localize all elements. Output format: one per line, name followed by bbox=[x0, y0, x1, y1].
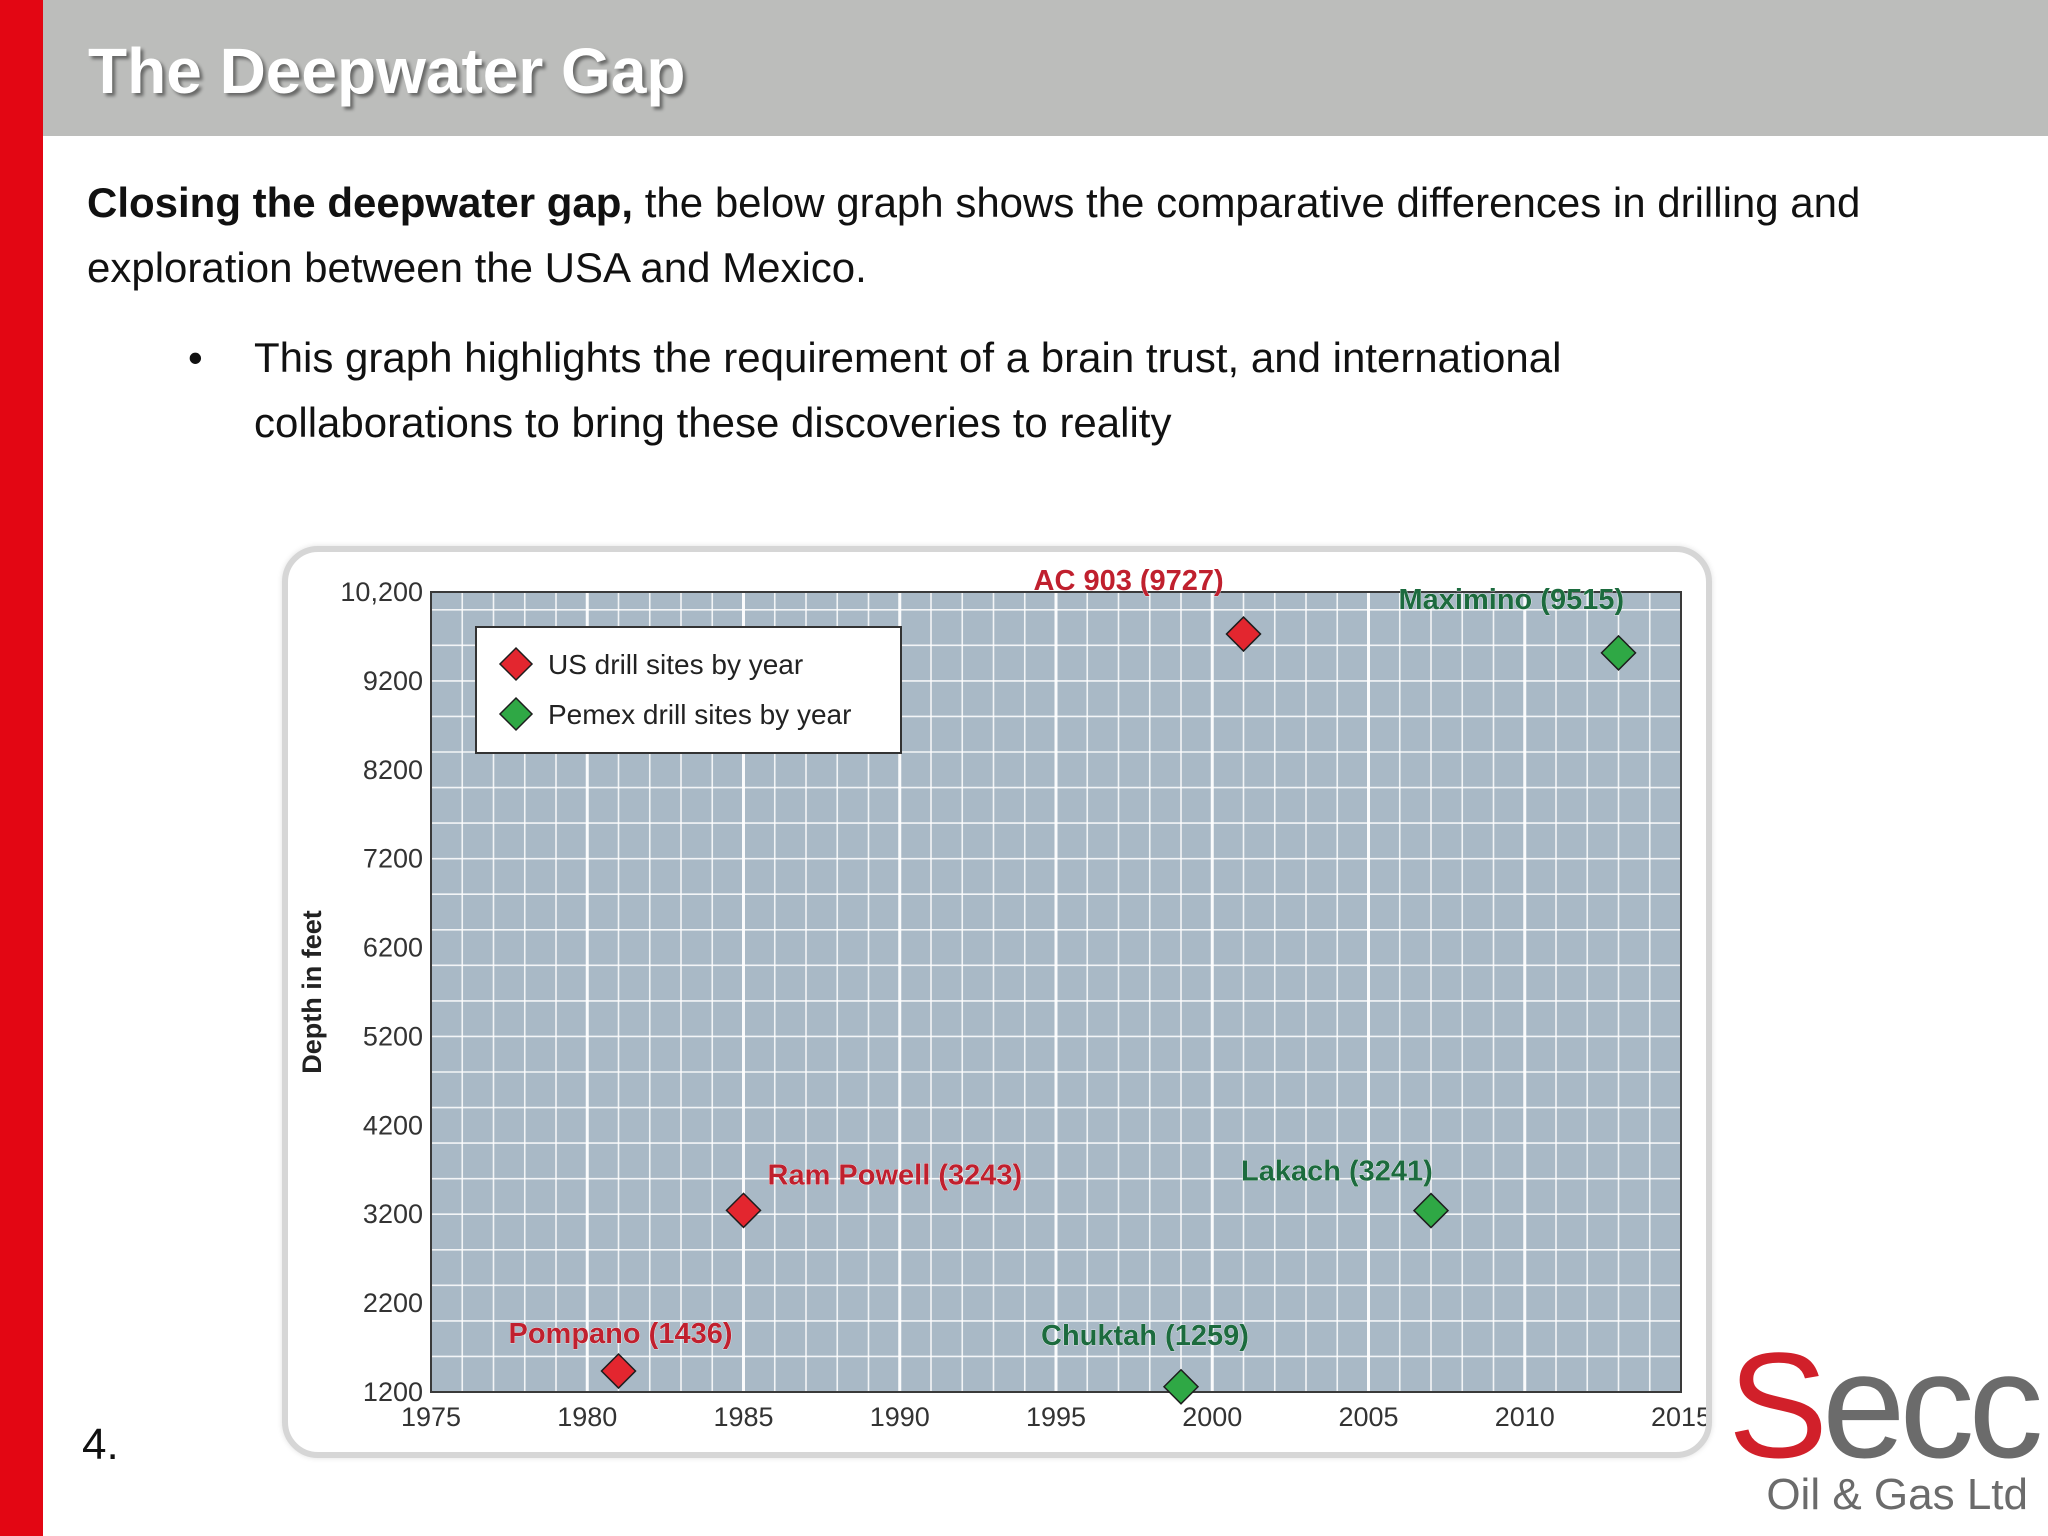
title-bar: The Deepwater Gap bbox=[43, 0, 2048, 136]
data-point-marker bbox=[725, 1192, 762, 1229]
bullet-text: This graph highlights the requirement of… bbox=[254, 334, 1562, 446]
data-point-label: Pompano (1436) bbox=[509, 1318, 733, 1350]
depth-chart: 1975 1980 1985 1990 1995 2000 2005 2010 2015 10,2… bbox=[297, 565, 1706, 1432]
data-point-marker bbox=[1162, 1368, 1200, 1405]
intro-text: the below graph shows the comparative di… bbox=[87, 179, 1861, 291]
x-tick-label: 2005 bbox=[1338, 1402, 1398, 1432]
chart-frame: 1975 1980 1985 1990 1995 2000 2005 2010 2015 10,2… bbox=[282, 546, 1712, 1458]
data-point-label: Lakach (3241) bbox=[1241, 1156, 1433, 1188]
y-tick-label: 4200 bbox=[363, 1110, 423, 1140]
y-tick-label: 6200 bbox=[363, 933, 423, 963]
y-tick-label: 7200 bbox=[363, 844, 423, 874]
legend-marker bbox=[498, 696, 534, 732]
logo-letter-s: S bbox=[1728, 1321, 1828, 1489]
secc-logo: Secc Oil & Gas Ltd bbox=[1728, 1330, 2044, 1530]
page-number: 4. bbox=[82, 1420, 119, 1469]
logo-subtitle: Oil & Gas Ltd bbox=[1766, 1470, 2028, 1519]
data-point-marker bbox=[1600, 634, 1637, 671]
legend-box bbox=[475, 626, 902, 754]
x-tick-label: 1975 bbox=[401, 1402, 461, 1432]
data-point-label: Ram Powell (3243) bbox=[768, 1159, 1023, 1191]
intro-bold: Closing the deepwater gap, bbox=[87, 179, 634, 226]
y-tick-label: 9200 bbox=[363, 666, 423, 696]
logo-wordmark: Secc bbox=[1728, 1330, 2044, 1480]
x-tick-label: 1985 bbox=[713, 1402, 773, 1432]
x-tick-label: 1980 bbox=[557, 1402, 617, 1432]
data-point-label: Maximino (9515) bbox=[1399, 584, 1625, 616]
data-point-label: AC 903 (9727) bbox=[1034, 565, 1224, 597]
logo-letters: ecc bbox=[1822, 1321, 2043, 1489]
data-point-marker bbox=[1412, 1192, 1450, 1229]
data-point-marker bbox=[1225, 615, 1262, 653]
x-tick-label: 2015 bbox=[1651, 1402, 1706, 1432]
data-point-marker bbox=[600, 1352, 637, 1390]
x-tick-label: 2000 bbox=[1182, 1402, 1242, 1432]
slide-title: The Deepwater Gap bbox=[88, 35, 686, 107]
x-tick-label: 2010 bbox=[1495, 1402, 1555, 1432]
y-tick-label: 2200 bbox=[363, 1288, 423, 1318]
accent-bar bbox=[0, 0, 43, 1536]
y-tick-label: 10,200 bbox=[340, 577, 423, 607]
legend-label: Pemex drill sites by year bbox=[548, 699, 851, 730]
intro-paragraph: Closing the deepwater gap, the below gra… bbox=[87, 170, 2007, 300]
y-tick-label: 3200 bbox=[363, 1199, 423, 1229]
y-tick-label: 8200 bbox=[363, 755, 423, 785]
y-tick-label: 1200 bbox=[363, 1377, 423, 1407]
plot-border bbox=[430, 591, 1682, 1393]
legend-marker bbox=[498, 646, 534, 682]
bullet-item: • This graph highlights the requirement … bbox=[188, 325, 1808, 455]
x-tick-label: 1990 bbox=[870, 1402, 930, 1432]
bullet-dot-icon: • bbox=[188, 334, 203, 381]
legend-label: US drill sites by year bbox=[548, 649, 803, 680]
x-tick-label: 1995 bbox=[1026, 1402, 1086, 1432]
data-point-label: Chuktah (1259) bbox=[1041, 1320, 1249, 1352]
y-axis-label: Depth in feet bbox=[297, 910, 327, 1074]
y-tick-label: 5200 bbox=[363, 1021, 423, 1051]
